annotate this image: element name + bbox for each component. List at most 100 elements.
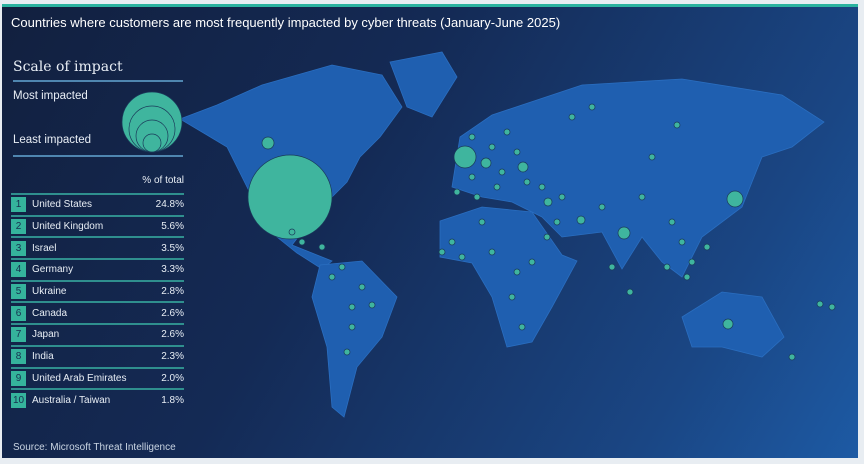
country-name: Germany bbox=[32, 264, 74, 276]
country-bubble bbox=[688, 258, 696, 266]
table-row: 6 Canada 2.6% bbox=[11, 301, 184, 323]
country-bubble bbox=[468, 133, 476, 141]
country-bubble bbox=[338, 263, 346, 271]
country-bubble bbox=[358, 283, 366, 291]
rank-badge: 9 bbox=[11, 370, 26, 386]
country-bubble bbox=[453, 188, 461, 196]
legend-title: Scale of impact bbox=[13, 59, 123, 75]
country-bubble bbox=[588, 103, 596, 111]
table-row: 4 Germany 3.3% bbox=[11, 258, 184, 280]
table-header: % of total bbox=[142, 175, 184, 186]
country-pct: 3.5% bbox=[161, 242, 184, 254]
country-bubble bbox=[503, 128, 511, 136]
country-name: United Arab Emirates bbox=[32, 372, 127, 384]
country-name: India bbox=[32, 351, 54, 363]
country-bubble bbox=[348, 323, 356, 331]
chart-title: Countries where customers are most frequ… bbox=[11, 15, 561, 30]
country-bubble bbox=[558, 193, 566, 201]
country-pct: 5.6% bbox=[161, 221, 184, 233]
table-row: 2 United Kingdom 5.6% bbox=[11, 214, 184, 237]
landmass-africa bbox=[439, 206, 578, 348]
country-bubble bbox=[513, 148, 521, 156]
bubble-israel bbox=[543, 197, 553, 207]
rank-badge: 7 bbox=[11, 327, 26, 343]
country-bubble bbox=[568, 113, 576, 121]
landmass-greenland bbox=[389, 51, 458, 118]
country-bubble bbox=[348, 303, 356, 311]
table-row: 9 United Arab Emirates 2.0% bbox=[11, 366, 184, 389]
country-pct: 2.3% bbox=[161, 351, 184, 363]
country-pct: 2.6% bbox=[161, 329, 184, 341]
infographic-panel: Countries where customers are most frequ… bbox=[2, 4, 858, 458]
table-row: 10 Australia / Taiwan 1.8% bbox=[11, 388, 184, 410]
rank-badge: 4 bbox=[11, 262, 26, 278]
bubble-india bbox=[617, 226, 631, 240]
country-bubble bbox=[638, 193, 646, 201]
bubble-ukraine bbox=[517, 161, 529, 173]
country-bubble bbox=[518, 323, 526, 331]
bubble-united-kingdom bbox=[453, 145, 477, 169]
country-bubble bbox=[473, 193, 481, 201]
country-bubble bbox=[498, 168, 506, 176]
table-row: 3 Israel 3.5% bbox=[11, 236, 184, 258]
country-bubble bbox=[668, 218, 676, 226]
country-name: United Kingdom bbox=[32, 221, 104, 233]
world-map bbox=[121, 51, 836, 418]
country-name: Ukraine bbox=[32, 286, 67, 298]
country-bubble bbox=[828, 303, 836, 311]
country-bubble bbox=[528, 258, 536, 266]
country-bubble bbox=[553, 218, 561, 226]
country-bubble bbox=[543, 233, 551, 241]
country-bubble bbox=[513, 268, 521, 276]
country-bubble bbox=[648, 153, 656, 161]
rank-badge: 5 bbox=[11, 284, 26, 300]
bubble-united-arab-emirates bbox=[576, 215, 586, 225]
table-row: 8 India 2.3% bbox=[11, 344, 184, 367]
country-bubble bbox=[343, 348, 351, 356]
country-bubble bbox=[288, 228, 296, 236]
country-bubble bbox=[683, 273, 691, 281]
divider bbox=[13, 80, 183, 82]
country-bubble bbox=[508, 293, 516, 301]
country-name: Australia / Taiwan bbox=[32, 394, 111, 406]
country-bubble bbox=[493, 183, 501, 191]
country-bubble bbox=[788, 353, 796, 361]
table-row: 5 Ukraine 2.8% bbox=[11, 279, 184, 302]
country-bubble bbox=[298, 238, 306, 246]
country-bubble bbox=[626, 288, 634, 296]
bubble-japan bbox=[726, 190, 744, 208]
country-bubble bbox=[703, 243, 711, 251]
divider bbox=[13, 155, 183, 157]
bubble-australia-taiwan bbox=[722, 318, 734, 330]
country-bubble bbox=[458, 253, 466, 261]
rank-badge: 2 bbox=[11, 219, 26, 235]
rank-badge: 10 bbox=[11, 392, 26, 408]
country-bubble bbox=[663, 263, 671, 271]
landmass-eurasia bbox=[451, 78, 825, 278]
bubble-united-states bbox=[247, 154, 333, 240]
country-bubble bbox=[673, 121, 681, 129]
rank-badge: 6 bbox=[11, 305, 26, 321]
country-name: United States bbox=[32, 199, 93, 211]
bubble-canada bbox=[261, 136, 275, 150]
country-pct: 2.0% bbox=[161, 372, 184, 384]
country-name: Japan bbox=[32, 329, 60, 341]
legend-most-label: Most impacted bbox=[13, 90, 88, 102]
top-countries-table: % of total 1 United States 24.8% 2 United Ki… bbox=[11, 175, 184, 410]
rank-badge: 1 bbox=[11, 197, 26, 213]
country-bubble bbox=[448, 238, 456, 246]
country-bubble bbox=[328, 273, 336, 281]
country-bubble bbox=[318, 243, 326, 251]
country-bubble bbox=[608, 263, 616, 271]
legend-scale-bubble bbox=[142, 133, 162, 153]
country-name: Israel bbox=[32, 242, 57, 254]
country-pct: 1.8% bbox=[161, 394, 184, 406]
country-pct: 2.8% bbox=[161, 286, 184, 298]
country-pct: 24.8% bbox=[155, 199, 184, 211]
country-bubble bbox=[468, 173, 476, 181]
country-bubble bbox=[538, 183, 546, 191]
country-bubble bbox=[478, 218, 486, 226]
country-name: Canada bbox=[32, 307, 68, 319]
rank-badge: 8 bbox=[11, 349, 26, 365]
country-bubble bbox=[678, 238, 686, 246]
